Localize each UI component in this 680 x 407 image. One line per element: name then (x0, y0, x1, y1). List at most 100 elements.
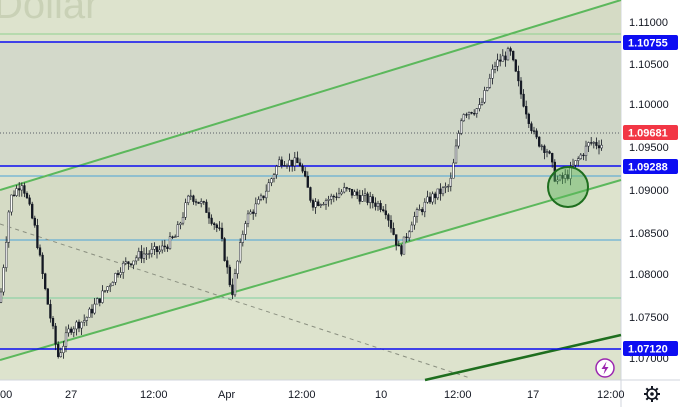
candle-body[interactable] (236, 260, 239, 274)
candle-body[interactable] (478, 104, 481, 109)
candle-body[interactable] (122, 262, 125, 273)
candle-body[interactable] (171, 236, 174, 238)
candle-body[interactable] (124, 261, 127, 264)
candle-body[interactable] (158, 249, 161, 252)
candle-body[interactable] (543, 145, 546, 153)
candle-body[interactable] (483, 90, 486, 103)
candle-body[interactable] (470, 112, 473, 114)
candle-body[interactable] (532, 130, 536, 132)
candle-body[interactable] (314, 201, 317, 208)
candle-body[interactable] (509, 48, 512, 52)
candle-body[interactable] (600, 144, 603, 149)
candle-body[interactable] (49, 304, 52, 319)
candle-body[interactable] (259, 195, 263, 200)
candle-body[interactable] (278, 159, 281, 167)
candle-body[interactable] (10, 194, 13, 213)
candle-body[interactable] (72, 328, 75, 333)
candle-body[interactable] (454, 145, 458, 164)
candle-body[interactable] (33, 217, 36, 226)
candle-body[interactable] (382, 209, 385, 211)
candle-body[interactable] (166, 246, 169, 249)
candle-body[interactable] (207, 212, 211, 219)
candle-body[interactable] (319, 204, 322, 206)
candle-body[interactable] (389, 220, 393, 229)
candle-body[interactable] (12, 194, 16, 197)
candle-body[interactable] (239, 242, 242, 262)
candle-body[interactable] (109, 285, 112, 287)
candle-body[interactable] (200, 201, 203, 204)
candle-body[interactable] (584, 145, 588, 156)
candle-body[interactable] (187, 195, 190, 204)
candle-body[interactable] (514, 59, 517, 72)
candle-body[interactable] (241, 234, 244, 243)
candle-body[interactable] (249, 211, 252, 215)
candle-body[interactable] (205, 201, 208, 213)
candle-body[interactable] (439, 188, 442, 195)
candle-body[interactable] (392, 228, 395, 235)
candle-body[interactable] (595, 142, 598, 146)
candle-body[interactable] (473, 113, 476, 115)
candle-body[interactable] (530, 123, 533, 131)
candle-body[interactable] (283, 165, 286, 167)
candle-body[interactable] (597, 145, 601, 149)
candle-body[interactable] (431, 193, 434, 203)
candle-body[interactable] (67, 328, 70, 334)
candle-body[interactable] (64, 332, 68, 347)
candle-body[interactable] (491, 69, 494, 79)
candle-body[interactable] (213, 223, 216, 226)
candle-body[interactable] (496, 59, 499, 67)
candle-body[interactable] (233, 273, 237, 296)
candle-body[interactable] (447, 185, 450, 188)
candle-body[interactable] (80, 321, 83, 329)
candle-body[interactable] (556, 179, 559, 182)
candle-body[interactable] (103, 290, 107, 292)
candle-body[interactable] (327, 199, 330, 201)
candle-body[interactable] (475, 108, 478, 114)
candle-body[interactable] (96, 298, 99, 305)
candle-body[interactable] (0, 291, 3, 303)
candle-body[interactable] (480, 101, 484, 105)
candle-body[interactable] (564, 174, 567, 179)
candle-body[interactable] (62, 345, 65, 354)
candle-body[interactable] (192, 195, 195, 202)
candle-body[interactable] (197, 201, 200, 204)
candle-body[interactable] (90, 308, 94, 314)
candle-body[interactable] (142, 253, 146, 259)
candle-body[interactable] (441, 187, 445, 195)
candle-body[interactable] (189, 195, 192, 197)
candle-body[interactable] (70, 328, 73, 333)
candle-body[interactable] (153, 246, 156, 250)
candle-body[interactable] (361, 195, 364, 202)
candle-body[interactable] (231, 284, 234, 296)
candle-body[interactable] (548, 151, 551, 154)
candle-body[interactable] (129, 263, 133, 266)
candle-body[interactable] (504, 55, 507, 61)
candle-body[interactable] (127, 261, 130, 264)
lightning-button[interactable] (595, 358, 615, 378)
candle-body[interactable] (371, 196, 374, 204)
candle-body[interactable] (176, 224, 179, 237)
candle-body[interactable] (288, 159, 291, 166)
candle-body[interactable] (551, 153, 554, 163)
candle-body[interactable] (449, 177, 452, 187)
candle-body[interactable] (465, 114, 468, 116)
candle-body[interactable] (444, 186, 447, 188)
candle-body[interactable] (345, 187, 348, 189)
candle-body[interactable] (280, 159, 283, 166)
lower-support-level-tag[interactable]: 1.07120 (623, 341, 678, 356)
candle-body[interactable] (415, 209, 419, 217)
candle-body[interactable] (582, 154, 585, 157)
candle-body[interactable] (272, 174, 276, 179)
candle-body[interactable] (88, 308, 91, 318)
candle-body[interactable] (535, 130, 538, 138)
candle-body[interactable] (517, 71, 520, 82)
candle-body[interactable] (462, 114, 465, 122)
candle-body[interactable] (220, 227, 224, 239)
candle-body[interactable] (384, 210, 387, 216)
candle-body[interactable] (57, 344, 60, 357)
candle-body[interactable] (488, 78, 491, 88)
candle-body[interactable] (512, 50, 515, 61)
candle-body[interactable] (436, 188, 439, 199)
candle-body[interactable] (93, 303, 96, 314)
